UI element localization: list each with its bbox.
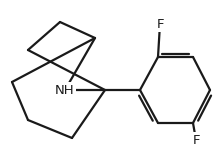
- Text: NH: NH: [55, 83, 75, 97]
- Text: F: F: [192, 134, 200, 146]
- Text: F: F: [156, 17, 164, 31]
